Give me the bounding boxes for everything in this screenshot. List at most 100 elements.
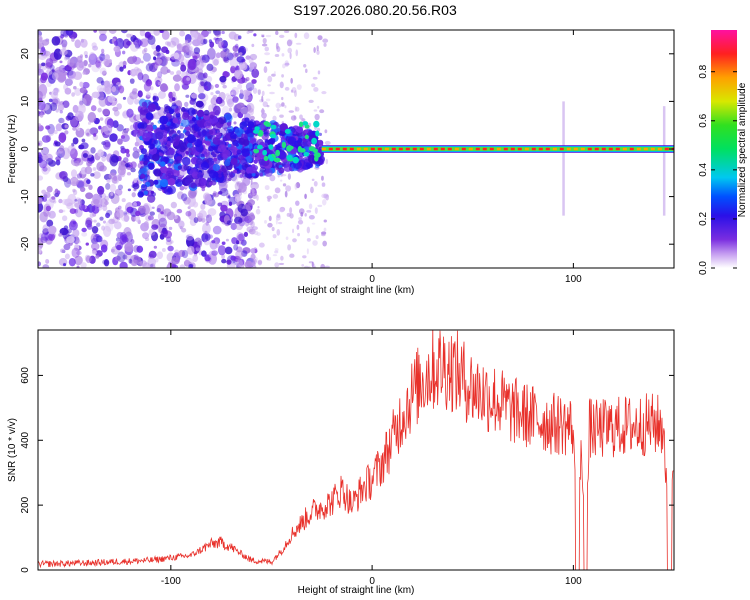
heatmap-cell: [261, 95, 264, 103]
heatmap-cell: [85, 242, 89, 246]
heatmap-cell: [212, 136, 221, 145]
heatmap-cell: [323, 219, 327, 223]
heatmap-cell: [41, 39, 50, 46]
heatmap-cell: [212, 163, 221, 172]
heatmap-cell: [58, 209, 64, 214]
heatmap-cell: [48, 232, 55, 241]
heatmap-cell: [306, 210, 312, 213]
heatmap-cell: [105, 212, 111, 219]
heatmap-cell: [200, 81, 205, 87]
heatmap-cell: [118, 85, 125, 94]
heatmap-cell: [245, 76, 250, 82]
heatmap-cell: [250, 166, 257, 174]
heatmap-cell: [192, 39, 201, 47]
spectrogram-xlabel: Height of straight line (km): [298, 285, 415, 296]
heatmap-cell: [134, 215, 141, 222]
heatmap-cell: [238, 233, 245, 242]
heatmap-cell: [38, 123, 42, 127]
heatmap-cell: [104, 54, 111, 61]
heatmap-cell: [292, 156, 299, 164]
heatmap-cell: [223, 57, 230, 64]
heatmap-cell: [181, 193, 188, 202]
heatmap-cell: [264, 138, 269, 143]
heatmap-cell: [42, 231, 47, 236]
heatmap-cell: [73, 71, 83, 80]
heatmap-cell: [102, 220, 107, 224]
heatmap-cell: [159, 83, 168, 93]
heatmap-cell: [324, 140, 331, 146]
heatmap-cell: [78, 97, 87, 108]
heatmap-cell: [312, 148, 318, 154]
heatmap-cell: [288, 167, 293, 171]
heatmap-cell: [257, 206, 260, 209]
heatmap-cell: [323, 227, 327, 232]
heatmap-cell: [60, 34, 65, 39]
heatmap-cell: [174, 249, 180, 254]
heatmap-cell: [153, 179, 159, 185]
heatmap-cell: [311, 137, 318, 145]
heatmap-cell: [259, 242, 265, 248]
heatmap-cell: [269, 91, 275, 95]
ridge-core: [433, 147, 438, 151]
heatmap-cell: [253, 230, 259, 236]
heatmap-cell: [295, 182, 301, 189]
heatmap-cell: [214, 239, 219, 244]
heatmap-cell: [267, 126, 271, 130]
heatmap-cell: [148, 138, 157, 146]
heatmap-cell: [74, 202, 81, 208]
heatmap-cell: [321, 175, 324, 181]
heatmap-cell: [67, 58, 75, 67]
heatmap-cell: [236, 149, 242, 155]
heatmap-cell: [231, 149, 236, 154]
heatmap-cell: [292, 238, 297, 243]
ridge-core: [475, 147, 480, 151]
heatmap-cell: [69, 208, 77, 214]
heatmap-cell: [95, 60, 101, 68]
heatmap-cell: [82, 153, 88, 158]
heatmap-cell: [318, 146, 323, 151]
heatmap-cell: [251, 164, 256, 169]
y-tick-label: 20: [20, 48, 31, 60]
heatmap-cell: [250, 179, 253, 186]
heatmap-cell: [224, 160, 231, 167]
heatmap-cell: [86, 223, 93, 230]
heatmap-cell: [174, 58, 179, 63]
heatmap-cell: [219, 75, 227, 83]
ridge-core: [636, 147, 641, 151]
heatmap-cell: [323, 42, 327, 47]
ridge-core: [587, 147, 592, 151]
heatmap-cell: [185, 210, 192, 217]
heatmap-cell: [180, 142, 188, 151]
heatmap-cell: [147, 103, 157, 112]
heatmap-cell: [148, 250, 157, 259]
heatmap-cell: [161, 30, 170, 40]
heatmap-cell: [236, 259, 244, 268]
ridge-core: [363, 147, 368, 151]
heatmap-cell: [71, 37, 75, 42]
heatmap-cell: [244, 260, 253, 268]
heatmap-cell: [285, 236, 289, 240]
heatmap-cell: [207, 177, 212, 182]
heatmap-cell: [224, 246, 233, 255]
heatmap-cell: [85, 192, 94, 200]
heatmap-cell: [187, 245, 195, 255]
heatmap-cell: [207, 30, 212, 34]
heatmap-cell: [171, 91, 176, 97]
heatmap-cell: [180, 118, 190, 128]
heatmap-cell: [130, 238, 135, 245]
heatmap-cell: [62, 100, 70, 109]
heatmap-cell: [74, 160, 80, 167]
heatmap-cell: [211, 250, 218, 256]
colorbar-tick-label: 0.0: [698, 261, 709, 275]
heatmap-cell: [135, 210, 141, 217]
heatmap-cell: [117, 205, 122, 210]
heatmap-cell: [132, 151, 140, 160]
heatmap-cell: [317, 105, 320, 109]
snr-xlabel: Height of straight line (km): [298, 585, 415, 596]
heatmap-cell: [304, 213, 307, 217]
heatmap-cell: [76, 173, 83, 179]
heatmap-cell: [235, 250, 244, 259]
heatmap-cell: [38, 63, 42, 69]
ridge-core: [370, 147, 375, 151]
heatmap-cell: [201, 54, 210, 63]
